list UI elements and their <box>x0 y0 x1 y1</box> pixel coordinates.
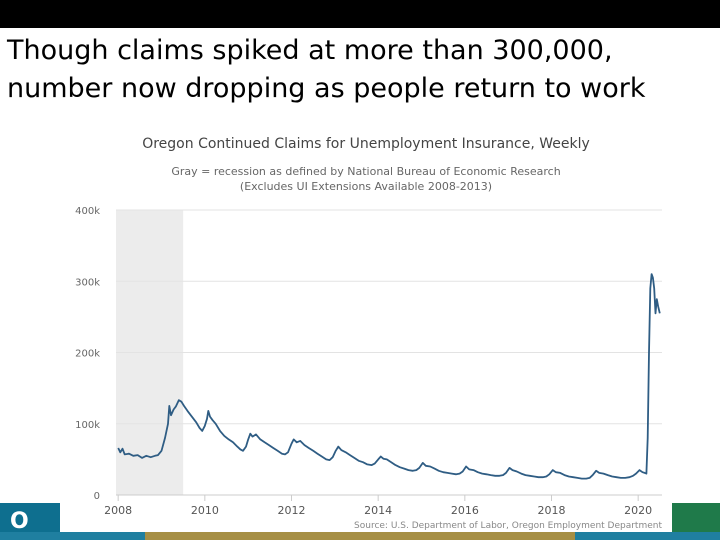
agency-logo-icon: O <box>10 509 29 534</box>
x-tick-label: 2012 <box>278 504 306 517</box>
footer-bar-mid <box>145 532 575 540</box>
x-tick-label: 2008 <box>104 504 132 517</box>
footer-bar-right <box>575 532 720 540</box>
grid-lines <box>116 209 662 425</box>
y-tick-label: 400k <box>75 206 100 217</box>
y-tick-label: 100k <box>75 420 100 431</box>
x-tick-label: 2016 <box>451 504 479 517</box>
x-tick-label: 2014 <box>364 504 392 517</box>
footer-green-block <box>672 503 720 532</box>
footer-bar-left <box>0 532 145 540</box>
claims-chart: Oregon Continued Claims for Unemployment… <box>75 136 662 531</box>
x-tick-label: 2018 <box>538 504 566 517</box>
x-tick-label: 2020 <box>624 504 652 517</box>
x-tick-label: 2010 <box>191 504 219 517</box>
x-axis-labels: 2008 2010 2012 2014 2016 2018 2020 <box>104 495 652 517</box>
y-tick-label: 0 <box>94 491 100 502</box>
chart-subtitle-line2: (Excludes UI Extensions Available 2008-2… <box>240 180 492 193</box>
series-line-continued-claims <box>117 273 661 480</box>
chart-title: Oregon Continued Claims for Unemployment… <box>142 136 590 152</box>
slide-headline: Though claims spiked at more than 300,00… <box>7 35 646 104</box>
y-axis-labels: 0 100k 200k 300k 400k <box>75 206 100 502</box>
chart-source: Source: U.S. Department of Labor, Oregon… <box>354 521 662 531</box>
y-tick-label: 200k <box>75 349 100 360</box>
y-tick-label: 300k <box>75 277 100 288</box>
chart-card: Oregon Continued Claims for Unemployment… <box>60 125 672 532</box>
top-black-bar <box>0 0 720 28</box>
chart-subtitle-line1: Gray = recession as defined by National … <box>171 165 560 178</box>
